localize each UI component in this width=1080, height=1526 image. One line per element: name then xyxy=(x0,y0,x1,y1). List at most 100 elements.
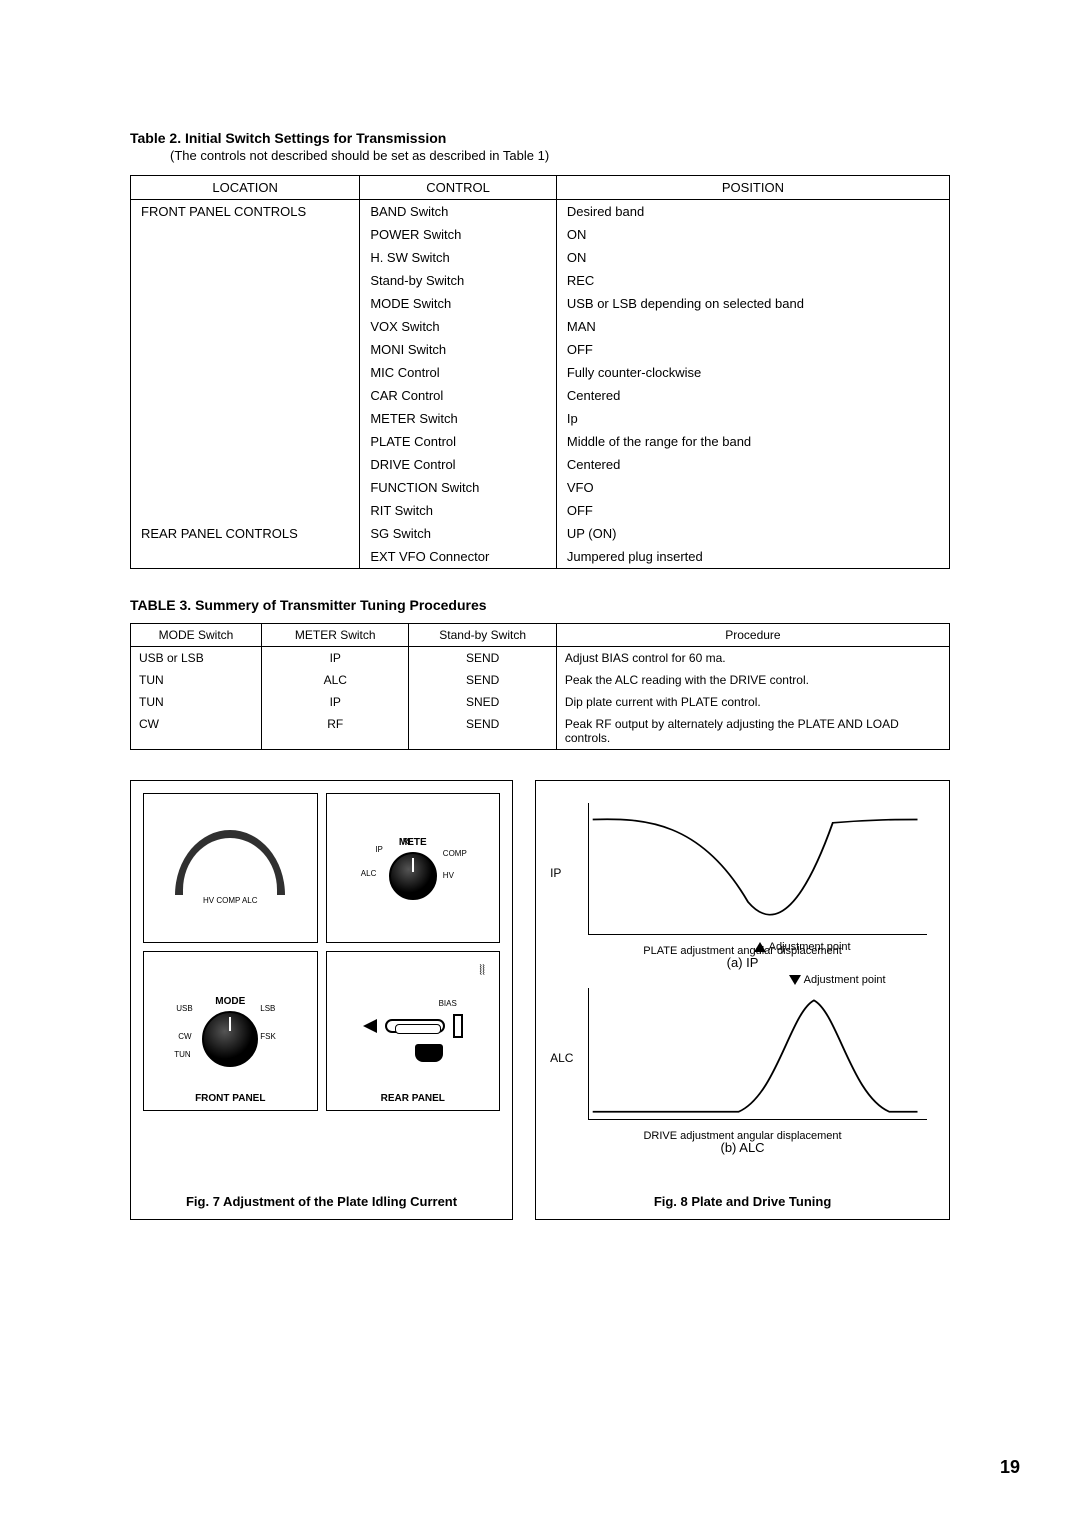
table2-title: Table 2. Initial Switch Settings for Tra… xyxy=(130,130,950,146)
table2-cell-control: MONI Switch xyxy=(360,338,557,361)
table3-cell-standby: SEND xyxy=(409,713,556,750)
table2-cell-position: ON xyxy=(556,246,949,269)
table-row: METER SwitchIp xyxy=(131,407,950,430)
table2-cell-position: Desired band xyxy=(556,200,949,224)
table2-cell-location xyxy=(131,499,360,522)
fig7-mode-panel: MODE USB LSB CW FSK TUN FRONT PANEL xyxy=(143,951,318,1111)
table2-cell-location xyxy=(131,453,360,476)
table-row: TUNIPSNEDDip plate current with PLATE co… xyxy=(131,691,950,713)
figure-7: mA 0 100 200 300 HV COMP ALC METE IP ALC… xyxy=(130,780,513,1220)
fig8b-curve xyxy=(593,1000,918,1111)
table2-cell-control: VOX Switch xyxy=(360,315,557,338)
fig7-rear-panel: ⦚⦚ BIAS REAR PANEL xyxy=(326,951,501,1111)
table3-cell-procedure: Adjust BIAS control for 60 ma. xyxy=(556,647,949,670)
table2-cell-position: Ip xyxy=(556,407,949,430)
table2-cell-control: POWER Switch xyxy=(360,223,557,246)
table3-cell-meter: IP xyxy=(262,647,409,670)
fig7-caption: Fig. 7 Adjustment of the Plate Idling Cu… xyxy=(131,1194,512,1209)
table2-cell-location xyxy=(131,315,360,338)
figure-8: IP Adjustment point PLATE adjustment ang… xyxy=(535,780,950,1220)
mode-label-lsb: LSB xyxy=(260,1005,275,1014)
table-row: TUNALCSENDPeak the ALC reading with the … xyxy=(131,669,950,691)
table2-cell-control: METER Switch xyxy=(360,407,557,430)
table3-cell-mode: TUN xyxy=(131,669,262,691)
table2-subtitle: (The controls not described should be se… xyxy=(170,148,950,163)
table2-cell-position: Middle of the range for the band xyxy=(556,430,949,453)
table2-cell-position: REC xyxy=(556,269,949,292)
table3-head-standby: Stand-by Switch xyxy=(409,624,556,647)
table2-cell-control: DRIVE Control xyxy=(360,453,557,476)
mete-label-alc: ALC xyxy=(361,870,377,879)
mode-label-usb: USB xyxy=(176,1005,192,1014)
table2-cell-control: EXT VFO Connector xyxy=(360,545,557,569)
table3-cell-standby: SEND xyxy=(409,647,556,670)
table3-cell-meter: ALC xyxy=(262,669,409,691)
mete-knob-icon xyxy=(389,852,437,900)
table-row: FUNCTION SwitchVFO xyxy=(131,476,950,499)
table-row: CWRFSENDPeak RF output by alternately ad… xyxy=(131,713,950,750)
table2-cell-position: Centered xyxy=(556,384,949,407)
meter-face-icon: mA 0 100 200 300 xyxy=(175,830,285,895)
table2-cell-control: RIT Switch xyxy=(360,499,557,522)
table2-cell-location xyxy=(131,361,360,384)
table3-cell-meter: IP xyxy=(262,691,409,713)
table2-cell-control: SG Switch xyxy=(360,522,557,545)
fig8a-subcaption: (a) IP xyxy=(548,955,937,970)
table-row: EXT VFO ConnectorJumpered plug inserted xyxy=(131,545,950,569)
table2-cell-control: FUNCTION Switch xyxy=(360,476,557,499)
table2-cell-position: USB or LSB depending on selected band xyxy=(556,292,949,315)
table-row: MONI SwitchOFF xyxy=(131,338,950,361)
table-row: DRIVE ControlCentered xyxy=(131,453,950,476)
mete-label-hv: HV xyxy=(443,872,454,881)
table-row: POWER SwitchON xyxy=(131,223,950,246)
table2-cell-position: Fully counter-clockwise xyxy=(556,361,949,384)
table2-head-position: POSITION xyxy=(556,176,949,200)
table3-head-procedure: Procedure xyxy=(556,624,949,647)
table3-head-mode: MODE Switch xyxy=(131,624,262,647)
fig8a-xlabel: PLATE adjustment angular displacement xyxy=(548,945,937,957)
table2-cell-location: FRONT PANEL CONTROLS xyxy=(131,200,360,224)
table-row: H. SW SwitchON xyxy=(131,246,950,269)
table-row: MIC ControlFully counter-clockwise xyxy=(131,361,950,384)
fig7-meter-panel: mA 0 100 200 300 HV COMP ALC xyxy=(143,793,318,943)
table2: LOCATION CONTROL POSITION FRONT PANEL CO… xyxy=(130,175,950,569)
table2-cell-control: Stand-by Switch xyxy=(360,269,557,292)
table2-cell-control: PLATE Control xyxy=(360,430,557,453)
fig7-mete-panel: METE IP ALC RF COMP HV xyxy=(326,793,501,943)
table2-cell-position: MAN xyxy=(556,315,949,338)
table2-cell-location xyxy=(131,292,360,315)
mete-label-rf: RF xyxy=(403,838,414,847)
rear-panel-label: REAR PANEL xyxy=(381,1093,445,1104)
table2-cell-location xyxy=(131,384,360,407)
fig8b-adj-text: Adjustment point xyxy=(804,974,886,986)
meter-scale-top: mA 0 100 200 300 xyxy=(175,840,285,858)
bias-label: BIAS xyxy=(439,1000,457,1009)
tab-icon xyxy=(415,1044,443,1062)
fig8a-curve xyxy=(593,819,918,914)
front-panel-label: FRONT PANEL xyxy=(195,1093,265,1104)
table3-cell-mode: USB or LSB xyxy=(131,647,262,670)
table2-cell-control: H. SW Switch xyxy=(360,246,557,269)
table3-cell-procedure: Peak the ALC reading with the DRIVE cont… xyxy=(556,669,949,691)
mode-label-fsk: FSK xyxy=(260,1033,276,1042)
table3-cell-standby: SEND xyxy=(409,669,556,691)
table3-head-meter: METER Switch xyxy=(262,624,409,647)
fig8a-ylabel: IP xyxy=(550,866,561,880)
fig8-plot-ip: IP Adjustment point PLATE adjustment ang… xyxy=(548,793,937,953)
table2-cell-control: MODE Switch xyxy=(360,292,557,315)
mode-knob-icon xyxy=(202,1011,258,1067)
table2-cell-location xyxy=(131,430,360,453)
table-row: VOX SwitchMAN xyxy=(131,315,950,338)
table2-head-location: LOCATION xyxy=(131,176,360,200)
table2-cell-control: BAND Switch xyxy=(360,200,557,224)
table3-cell-procedure: Dip plate current with PLATE control. xyxy=(556,691,949,713)
bias-slot-icon xyxy=(385,1019,445,1033)
mode-label-tun: TUN xyxy=(174,1051,190,1060)
table3-cell-mode: CW xyxy=(131,713,262,750)
table-row: USB or LSBIPSENDAdjust BIAS control for … xyxy=(131,647,950,670)
fig8b-ylabel: ALC xyxy=(550,1051,573,1065)
page-number: 19 xyxy=(1000,1457,1020,1478)
mete-label-ip: IP xyxy=(375,846,383,855)
fig8-plot-alc: ALC Adjustment point DRIVE adjustment an… xyxy=(548,978,937,1138)
table2-cell-control: MIC Control xyxy=(360,361,557,384)
